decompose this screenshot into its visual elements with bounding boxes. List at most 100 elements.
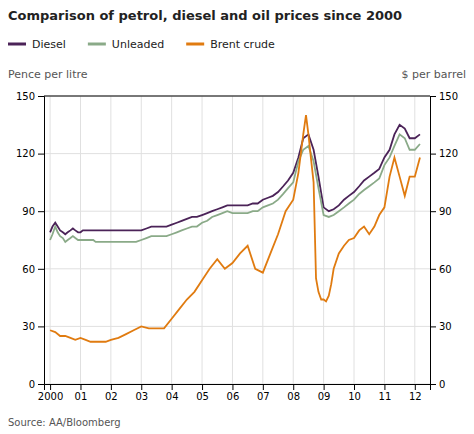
tick: 03 <box>135 384 148 402</box>
axis-domain <box>38 97 45 385</box>
tick-label: 04 <box>166 391 179 402</box>
tick-label: 08 <box>287 391 300 402</box>
grid-line <box>44 96 430 97</box>
tick-mark <box>50 384 51 390</box>
tick-mark <box>232 384 233 390</box>
grid-line <box>171 96 172 384</box>
tick-label: 90 <box>22 206 35 217</box>
tick: 04 <box>166 384 179 402</box>
grid-line <box>44 153 430 154</box>
tick: 30 <box>22 321 44 332</box>
tick-mark <box>38 96 44 97</box>
tick: 06 <box>227 384 240 402</box>
plot-frame <box>44 96 430 97</box>
legend-label: Brent crude <box>210 38 275 51</box>
grid-line <box>384 96 385 384</box>
chart: Comparison of petrol, diesel and oil pri… <box>0 0 474 434</box>
tick-label: 60 <box>22 264 35 275</box>
tick-label: 0 <box>29 379 35 390</box>
tick-label: 30 <box>22 321 35 332</box>
tick-label: 12 <box>409 391 422 402</box>
grid-line <box>44 268 430 269</box>
y2-axis-title: $ per barrel <box>402 68 466 81</box>
tick-label: 09 <box>318 391 331 402</box>
grid-line <box>202 96 203 384</box>
tick-label: 03 <box>135 391 148 402</box>
x-axis: 2000 01 02 03 04 05 06 07 08 09 10 11 12 <box>38 384 431 402</box>
tick-label: 120 <box>439 148 458 159</box>
tick: 120 <box>430 148 458 159</box>
y-axis-title: Pence per litre <box>8 68 88 81</box>
tick-mark <box>38 269 44 270</box>
tick-label: 120 <box>16 148 35 159</box>
tick: 05 <box>196 384 209 402</box>
tick: 150 <box>16 91 44 102</box>
tick: 90 <box>430 206 452 217</box>
tick: 0 <box>29 379 44 390</box>
legend-label: Unleaded <box>112 38 164 51</box>
tick: 30 <box>430 321 452 332</box>
tick: 12 <box>409 384 422 402</box>
tick-label: 06 <box>227 391 240 402</box>
tick-mark <box>324 384 325 390</box>
tick-mark <box>80 384 81 390</box>
legend-swatch <box>8 43 26 46</box>
tick-mark <box>172 384 173 390</box>
tick: 60 <box>430 264 452 275</box>
tick: 90 <box>22 206 44 217</box>
tick-mark <box>430 269 436 270</box>
plot: 2000010203040506070809101112030609012015… <box>16 91 458 402</box>
tick: 11 <box>379 384 392 402</box>
tick-label: 0 <box>439 379 445 390</box>
tick: 07 <box>257 384 270 402</box>
tick-mark <box>38 326 44 327</box>
title: Comparison of petrol, diesel and oil pri… <box>8 8 402 23</box>
tick: 120 <box>16 148 44 159</box>
tick-mark <box>430 384 436 385</box>
tick-mark <box>354 384 355 390</box>
tick: 2000 <box>38 384 63 402</box>
grid-line <box>262 96 263 384</box>
grid-line <box>414 96 415 384</box>
axis-domain <box>431 97 437 385</box>
grid-line <box>232 96 233 384</box>
tick-label: 11 <box>379 391 392 402</box>
grid-line <box>293 96 294 384</box>
tick-mark <box>415 384 416 390</box>
series-line <box>50 115 420 342</box>
series-group <box>50 115 420 342</box>
y-axis: 0 30 60 90 120 150 <box>16 91 45 390</box>
tick-label: 150 <box>439 91 458 102</box>
legend-item: Diesel <box>8 38 66 51</box>
tick-mark <box>202 384 203 390</box>
y2-axis: 0 30 60 90 120 150 <box>430 91 458 390</box>
tick: 60 <box>22 264 44 275</box>
legend: Diesel Unleaded Brent crude <box>8 38 275 51</box>
tick-mark <box>430 154 436 155</box>
tick-label: 60 <box>439 264 452 275</box>
tick-label: 05 <box>196 391 209 402</box>
legend-label: Diesel <box>32 38 66 51</box>
tick: 0 <box>430 379 445 390</box>
tick-label: 02 <box>105 391 118 402</box>
tick-label: 150 <box>16 91 35 102</box>
tick: 150 <box>430 91 458 102</box>
source: Source: AA/Bloomberg <box>8 417 121 428</box>
tick-mark <box>111 384 112 390</box>
axis-domain <box>45 385 431 391</box>
legend-swatch <box>186 43 204 46</box>
tick-mark <box>430 96 436 97</box>
tick-label: 01 <box>75 391 88 402</box>
tick: 01 <box>75 384 88 402</box>
tick-label: 10 <box>348 391 361 402</box>
tick: 09 <box>318 384 331 402</box>
legend-swatch <box>88 43 106 46</box>
tick-mark <box>141 384 142 390</box>
tick-mark <box>384 384 385 390</box>
legend-item: Unleaded <box>88 38 164 51</box>
tick-label: 30 <box>439 321 452 332</box>
tick: 02 <box>105 384 118 402</box>
grid <box>44 96 430 384</box>
tick: 08 <box>287 384 300 402</box>
legend-item: Brent crude <box>186 38 275 51</box>
